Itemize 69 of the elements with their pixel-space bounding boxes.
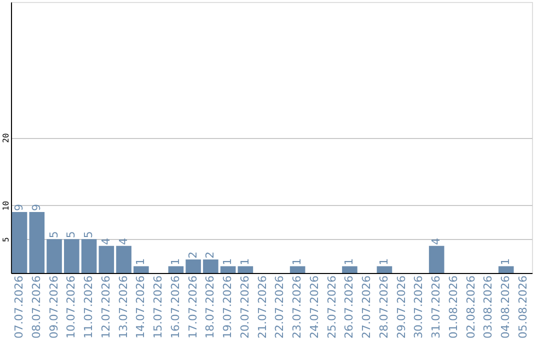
bar xyxy=(290,266,306,273)
data-label: 1 xyxy=(134,258,148,266)
x-tick-label: 27.07.2026 xyxy=(360,276,374,338)
bar xyxy=(428,246,444,273)
y-tick-label: 20 xyxy=(2,133,10,143)
x-tick-label: 23.07.2026 xyxy=(290,276,304,338)
bar xyxy=(376,266,392,273)
bar xyxy=(12,212,28,273)
bar xyxy=(220,266,236,273)
x-tick-label: 18.07.2026 xyxy=(204,276,217,338)
bar xyxy=(203,259,218,273)
bar xyxy=(64,239,80,273)
data-label: 5 xyxy=(82,231,96,238)
x-tick-label: 14.07.2026 xyxy=(134,276,148,338)
x-tick-label: 08.07.2026 xyxy=(30,276,43,338)
data-label: 1 xyxy=(377,258,390,266)
x-tick-label: 05.08.2026 xyxy=(516,276,530,338)
bar xyxy=(134,266,149,273)
x-tick-label: 04.08.2026 xyxy=(499,276,512,338)
data-label: 1 xyxy=(290,258,304,266)
x-tick-label: 03.08.2026 xyxy=(482,276,495,338)
data-label: 4 xyxy=(99,238,112,245)
x-tick-label: 29.07.2026 xyxy=(394,276,408,338)
bar xyxy=(238,266,254,273)
data-label: 2 xyxy=(204,251,217,258)
x-tick-label: 01.08.2026 xyxy=(446,276,460,338)
x-tick-label: 25.07.2026 xyxy=(325,276,338,338)
x-tick-label: 10.07.2026 xyxy=(64,276,78,338)
x-tick-label: 12.07.2026 xyxy=(99,276,112,338)
data-label: 1 xyxy=(168,258,182,266)
x-tick-label: 22.07.2026 xyxy=(273,276,286,338)
data-label: 1 xyxy=(221,258,234,266)
x-tick-label: 19.07.2026 xyxy=(221,276,234,338)
data-label: 5 xyxy=(64,231,78,238)
data-label: 2 xyxy=(186,251,200,258)
data-label: 9 xyxy=(12,204,26,212)
data-label: 9 xyxy=(30,204,43,212)
x-tick-label: 13.07.2026 xyxy=(116,276,130,338)
x-tick-label: 26.07.2026 xyxy=(342,276,356,338)
data-label: 4 xyxy=(430,238,443,245)
bar xyxy=(498,266,514,273)
x-tick-label: 02.08.2026 xyxy=(464,276,478,338)
data-label: 5 xyxy=(47,231,60,238)
x-tick-label: 21.07.2026 xyxy=(256,276,269,338)
x-tick-label: 16.07.2026 xyxy=(168,276,182,338)
bar xyxy=(116,246,132,273)
y-tick-label: 10 xyxy=(2,200,10,211)
x-tick-label: 31.07.2026 xyxy=(430,276,443,338)
x-tick-label: 30.07.2026 xyxy=(412,276,426,338)
x-tick-label: 15.07.2026 xyxy=(152,276,165,338)
x-tick-label: 17.07.2026 xyxy=(186,276,200,338)
data-label: 1 xyxy=(499,258,512,266)
bar xyxy=(168,266,184,273)
data-label: 1 xyxy=(238,258,252,266)
data-label: 4 xyxy=(116,238,130,245)
bar xyxy=(342,266,358,273)
x-tick-label: 09.07.2026 xyxy=(47,276,60,338)
bar xyxy=(29,212,45,273)
bar xyxy=(46,239,62,273)
x-tick-label: 20.07.2026 xyxy=(238,276,252,338)
y-tick-label: 5 xyxy=(2,237,10,242)
bar xyxy=(81,239,97,273)
x-tick-label: 28.07.2026 xyxy=(377,276,390,338)
bar xyxy=(186,259,201,273)
x-tick-label: 07.07.2026 xyxy=(12,276,26,338)
bar xyxy=(98,246,114,273)
data-label: 1 xyxy=(342,258,356,266)
x-tick-label: 24.07.2026 xyxy=(308,276,321,338)
x-tick-label: 11.07.2026 xyxy=(82,276,96,338)
